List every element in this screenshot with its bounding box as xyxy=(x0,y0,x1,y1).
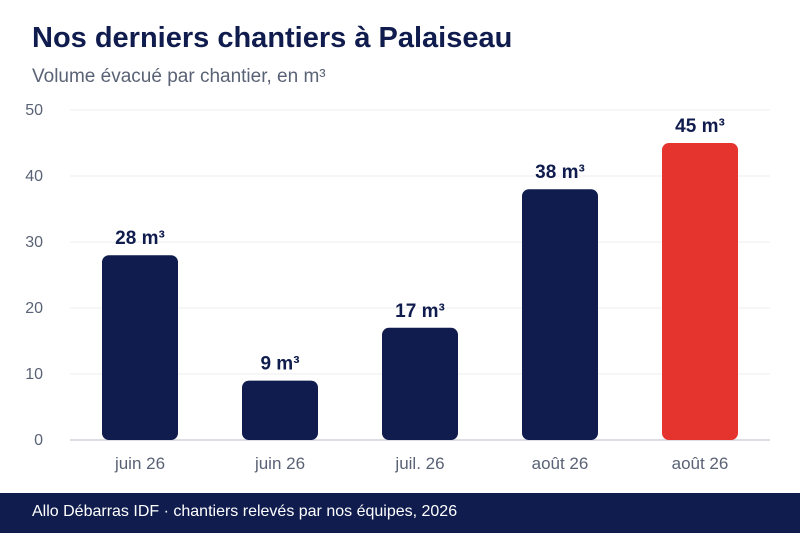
bar xyxy=(662,143,738,440)
x-tick-label: juil. 26 xyxy=(394,454,444,473)
y-tick-label: 40 xyxy=(25,168,43,185)
data-label: 17 m³ xyxy=(395,301,445,322)
data-label: 38 m³ xyxy=(535,162,585,183)
y-tick-label: 10 xyxy=(25,366,43,383)
x-tick-label: juin 26 xyxy=(254,454,305,473)
footer-source: Allo Débarras IDF · chantiers relevés pa… xyxy=(32,503,458,520)
y-tick-label: 0 xyxy=(34,432,43,449)
bar xyxy=(102,255,178,440)
data-label: 28 m³ xyxy=(115,228,165,249)
data-label: 45 m³ xyxy=(675,116,725,137)
bar xyxy=(242,380,318,440)
y-tick-label: 20 xyxy=(25,300,43,317)
y-tick-label: 50 xyxy=(25,102,43,119)
bar xyxy=(382,327,458,440)
chart-title: Nos derniers chantiers à Palaiseau xyxy=(32,22,513,54)
bar xyxy=(522,189,598,440)
footer-bar: Allo Débarras IDF · chantiers relevés pa… xyxy=(0,493,800,533)
y-tick-label: 30 xyxy=(25,234,43,251)
x-tick-label: juin 26 xyxy=(114,454,165,473)
chart-subtitle: Volume évacué par chantier, en m³ xyxy=(32,66,326,87)
bar-chart: 0 10 20 30 40 50 28 m³ juin 26 9 m³ juin 26 17 m³ j… xyxy=(25,102,770,473)
x-tick-label: août 26 xyxy=(672,454,729,473)
data-label: 9 m³ xyxy=(260,354,299,375)
x-tick-label: août 26 xyxy=(532,454,589,473)
